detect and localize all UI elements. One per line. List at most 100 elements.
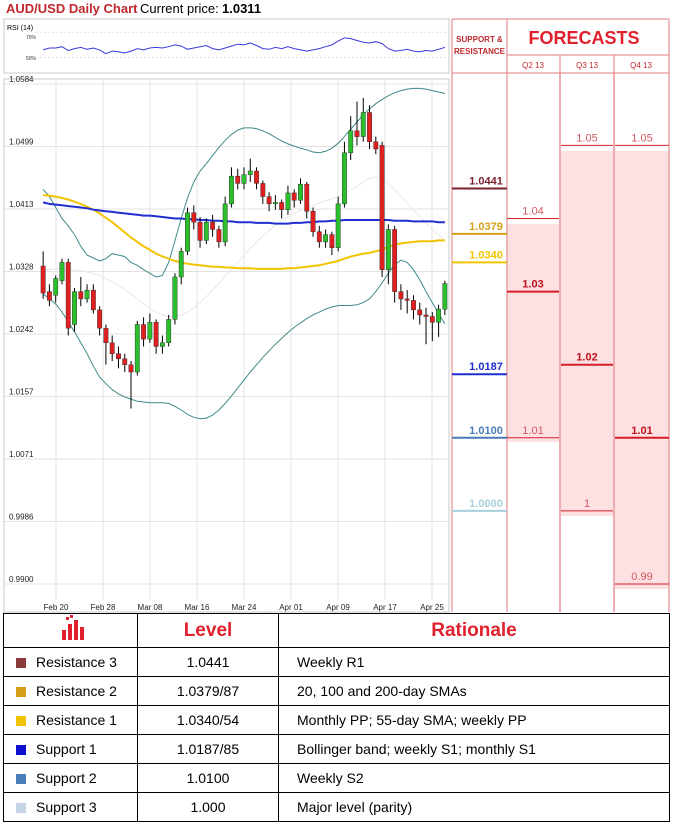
candle-down bbox=[316, 231, 322, 243]
candle-up bbox=[342, 152, 347, 205]
rsi-gridlines bbox=[36, 31, 449, 58]
candle-down bbox=[310, 210, 316, 232]
row-rationale: 20, 100 and 200-day SMAs bbox=[278, 676, 670, 706]
color-swatch bbox=[16, 745, 26, 755]
rsi-tick-high: 70% bbox=[26, 35, 37, 41]
bar-chart-icon bbox=[62, 615, 84, 640]
row-rationale: Major level (parity) bbox=[278, 792, 670, 822]
row-label-cell: Resistance 1 bbox=[3, 705, 138, 735]
row-label: Support 2 bbox=[36, 770, 97, 786]
candle-down bbox=[398, 291, 404, 300]
candle-down bbox=[304, 183, 310, 212]
price-panel: 1.0584 1.0499 1.0413 1.0328 1.0242 1.0157 1.00… bbox=[3, 75, 450, 613]
candle-up bbox=[147, 322, 153, 340]
level-header: Level bbox=[137, 613, 279, 648]
rsi-label: RSI (14) bbox=[7, 25, 33, 32]
candle-down bbox=[78, 291, 84, 300]
bollinger-upper-band bbox=[42, 87, 446, 278]
color-swatch bbox=[16, 803, 26, 813]
table-row: Support 1 1.0187/85 Bollinger band; week… bbox=[3, 734, 670, 764]
forecast-marks: 1.04 1.03 1.01 1.05 1.02 1 1.05 1.01 0.99 bbox=[507, 132, 669, 585]
candle-up bbox=[360, 112, 366, 137]
forecast-label: 1.01 bbox=[522, 425, 543, 437]
candle-up bbox=[53, 278, 59, 296]
rsi-tick-low: 50% bbox=[26, 56, 37, 62]
candle-down bbox=[404, 298, 410, 301]
row-label-cell: Resistance 3 bbox=[3, 647, 138, 677]
sr-level-label: 1.0100 bbox=[469, 425, 503, 437]
y-tick-label: 1.0157 bbox=[9, 388, 34, 397]
price-frame bbox=[3, 78, 450, 613]
candle-up bbox=[159, 342, 165, 347]
forecast-label: 1.05 bbox=[631, 132, 652, 144]
x-tick-label: Apr 09 bbox=[326, 603, 350, 612]
rsi-line bbox=[42, 37, 446, 55]
candle-down bbox=[197, 221, 203, 241]
row-rationale: Monthly PP; 55-day SMA; weekly PP bbox=[278, 705, 670, 735]
table-row: Resistance 2 1.0379/87 20, 100 and 200-d… bbox=[3, 676, 670, 706]
color-swatch bbox=[16, 687, 26, 697]
row-rationale: Weekly S2 bbox=[278, 763, 670, 793]
row-level: 1.0340/54 bbox=[137, 705, 279, 735]
candle-up bbox=[134, 324, 140, 373]
candle-up bbox=[298, 183, 303, 201]
row-label-cell: Support 3 bbox=[3, 792, 138, 822]
candle-up bbox=[59, 262, 65, 281]
y-tick-label: 1.0071 bbox=[9, 450, 34, 459]
chart-area: AUD/USD Daily Chart Current price: 1.03 1… bbox=[3, 1, 670, 613]
price-y-ticks: 1.0584 1.0499 1.0413 1.0328 1.0242 1.0157 1.00… bbox=[9, 75, 34, 584]
q2-unshaded-bottom bbox=[507, 442, 559, 612]
candle-down bbox=[47, 291, 52, 301]
candle-down bbox=[367, 112, 372, 142]
candle-down bbox=[235, 175, 241, 184]
candle-down bbox=[392, 229, 398, 292]
candle-down bbox=[417, 309, 423, 316]
row-label: Resistance 1 bbox=[36, 712, 117, 728]
quarter-q4-label: Q4 13 bbox=[630, 61, 652, 70]
table-header-icon-cell bbox=[3, 613, 138, 648]
candle-up bbox=[166, 319, 172, 343]
row-level: 1.0187/85 bbox=[137, 734, 279, 764]
sr-level-label: 1.0187 bbox=[469, 361, 503, 373]
candle-down bbox=[291, 192, 297, 201]
candle-up bbox=[323, 234, 328, 243]
y-tick-label: 1.0499 bbox=[9, 138, 34, 147]
candle-down bbox=[40, 265, 46, 294]
candle-down bbox=[423, 314, 429, 317]
candle-down bbox=[141, 324, 146, 340]
q2-unshaded-top bbox=[507, 73, 559, 224]
y-tick-label: 1.0328 bbox=[9, 263, 34, 272]
candle-down bbox=[65, 262, 71, 329]
color-swatch bbox=[16, 774, 26, 784]
candle-up bbox=[285, 192, 291, 210]
candle-down bbox=[266, 196, 272, 205]
q4-unshaded-bottom bbox=[615, 589, 669, 612]
forecast-label: 1.04 bbox=[522, 206, 543, 218]
candle-up bbox=[72, 291, 77, 325]
forecast-label: 1.01 bbox=[631, 425, 652, 437]
row-level: 1.0100 bbox=[137, 763, 279, 793]
rsi-panel: RSI (14) 70% 50% bbox=[3, 18, 450, 74]
candle-down bbox=[411, 300, 416, 311]
chart-title: AUD/USD Daily Chart bbox=[6, 1, 138, 16]
rationale-header: Rationale bbox=[278, 613, 670, 648]
forecast-label: 1.03 bbox=[522, 279, 543, 291]
row-label: Support 3 bbox=[36, 799, 97, 815]
candle-down bbox=[279, 202, 285, 210]
row-label-cell: Resistance 2 bbox=[3, 676, 138, 706]
row-label-cell: Support 1 bbox=[3, 734, 138, 764]
sr-title: SUPPORT & RESISTANCE bbox=[454, 35, 505, 56]
candle-up bbox=[442, 283, 448, 310]
row-label: Support 1 bbox=[36, 741, 97, 757]
y-tick-label: 0.9900 bbox=[9, 575, 34, 584]
x-tick-label: Mar 08 bbox=[138, 603, 163, 612]
candle-down bbox=[153, 322, 159, 347]
q3-unshaded-top bbox=[561, 73, 613, 151]
candle-down bbox=[191, 212, 197, 223]
candle-down bbox=[116, 353, 121, 360]
support-resistance-levels: 1.0441 1.0379 1.0340 1.0187 1.0100 1.0000 bbox=[452, 176, 507, 512]
rsi-frame bbox=[3, 18, 450, 74]
color-swatch bbox=[16, 716, 26, 726]
candle-down bbox=[216, 229, 222, 243]
current-price-label: Current price: bbox=[140, 1, 219, 16]
